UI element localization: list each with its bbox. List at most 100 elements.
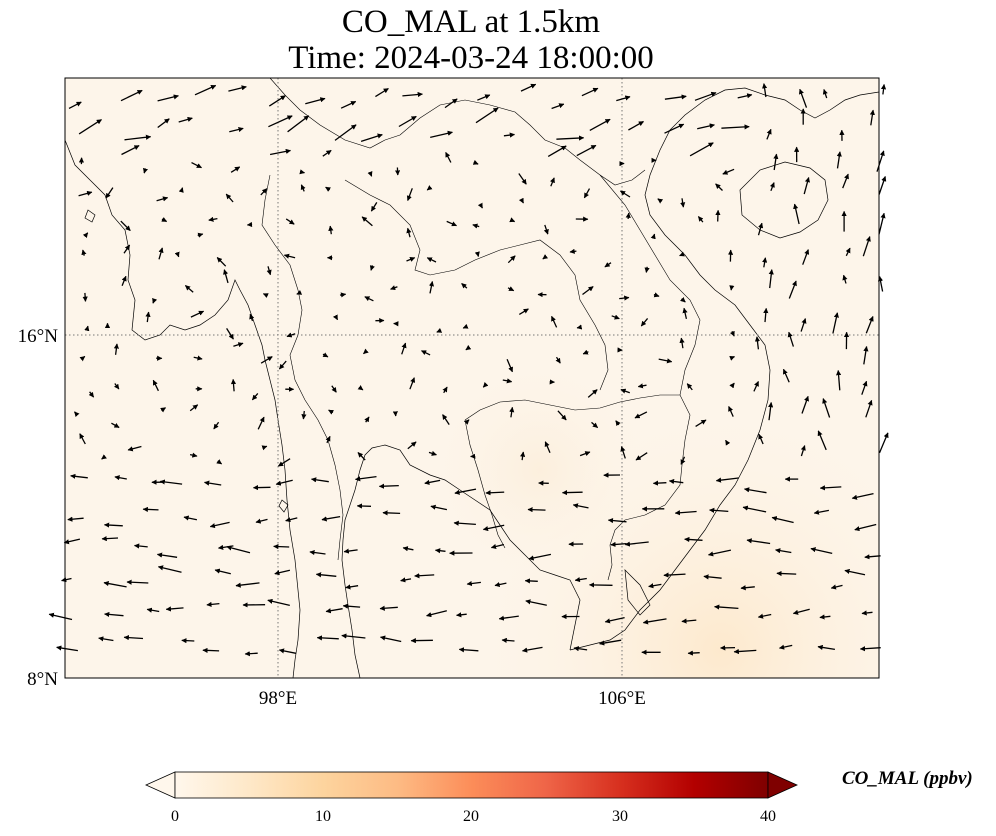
wind-arrow <box>583 188 591 199</box>
wind-arrow <box>260 356 273 364</box>
wind-arrow <box>520 83 537 92</box>
wind-arrow <box>803 176 810 195</box>
wind-arrow <box>498 615 519 621</box>
wind-arrow <box>133 543 148 549</box>
wind-arrow <box>663 572 686 578</box>
wind-arrow <box>604 616 625 624</box>
wind-arrow <box>286 332 296 338</box>
wind-arrow <box>103 580 127 588</box>
wind-arrow <box>98 636 114 642</box>
wind-arrow <box>544 441 551 453</box>
wind-arrow <box>315 572 337 578</box>
wind-arrow <box>328 225 334 235</box>
wind-vectors <box>48 83 889 657</box>
wind-arrow <box>878 432 889 454</box>
wind-arrow <box>599 639 622 646</box>
wind-arrow <box>616 95 631 102</box>
wind-arrow <box>686 383 693 391</box>
wind-arrow <box>679 251 685 257</box>
wind-arrow <box>442 386 448 394</box>
wind-arrow <box>650 233 656 240</box>
wind-arrow <box>310 477 329 483</box>
wind-arrow <box>157 118 170 129</box>
wind-arrow <box>615 420 621 427</box>
wind-arrow <box>576 144 597 157</box>
wind-arrow <box>604 262 612 268</box>
wind-arrow <box>401 342 407 355</box>
wind-arrow <box>694 91 717 101</box>
wind-arrow <box>680 456 686 465</box>
wind-arrow <box>456 612 467 618</box>
wind-arrow <box>684 536 703 543</box>
wind-arrow <box>462 323 469 329</box>
wind-arrow <box>757 613 772 619</box>
wind-arrow <box>79 433 86 445</box>
wind-arrow <box>458 647 479 653</box>
wind-arrow <box>652 480 667 486</box>
wind-arrow <box>82 232 89 239</box>
wind-arrow <box>434 548 446 554</box>
wind-arrow <box>728 406 734 417</box>
wind-arrow <box>322 149 332 157</box>
wind-arrow <box>267 598 290 607</box>
wind-arrow <box>657 198 664 204</box>
wind-arrow <box>813 509 830 515</box>
wind-arrow <box>285 218 295 225</box>
wind-arrow <box>378 483 399 489</box>
wind-arrow <box>475 107 499 124</box>
wind-arrow <box>342 603 361 609</box>
wind-arrow <box>191 162 202 169</box>
wind-arrow <box>758 433 764 445</box>
co-field-central-maximum <box>65 78 879 678</box>
wind-arrow <box>766 128 772 140</box>
wind-arrow <box>105 187 114 199</box>
wind-arrow <box>664 94 687 100</box>
wind-arrow <box>865 399 873 418</box>
wind-arrow <box>729 355 735 361</box>
wind-arrow <box>426 610 447 618</box>
wind-arrow <box>572 503 589 509</box>
wind-arrow <box>778 644 793 650</box>
wind-arrow <box>861 380 868 395</box>
wind-arrow <box>625 212 631 219</box>
wind-arrow <box>156 552 178 558</box>
wind-arrow <box>722 168 735 175</box>
wind-arrow <box>145 311 151 323</box>
wind-arrow <box>877 275 884 292</box>
wind-arrow <box>547 145 567 157</box>
wind-arrow <box>466 580 481 587</box>
wind-arrow <box>382 510 401 516</box>
coastlines <box>64 87 880 679</box>
wind-arrow <box>184 285 194 293</box>
wind-arrow <box>79 355 86 362</box>
wind-arrow <box>768 401 774 421</box>
wind-arrow <box>518 308 529 315</box>
wind-arrow <box>474 251 480 258</box>
wind-arrow <box>793 203 800 225</box>
wind-arrow <box>620 388 631 394</box>
wind-arrow <box>721 124 750 130</box>
wind-arrow <box>707 549 732 557</box>
wind-arrow <box>48 612 73 621</box>
wind-arrow <box>82 292 88 302</box>
wind-arrow <box>152 379 159 392</box>
wind-arrow <box>84 325 90 332</box>
wind-arrow <box>518 197 524 204</box>
wind-arrow <box>802 249 810 265</box>
wind-arrow <box>506 359 513 373</box>
wind-arrow <box>257 416 265 430</box>
wind-arrow <box>262 293 269 298</box>
wind-arrow <box>216 459 223 465</box>
wind-arrow <box>697 123 715 130</box>
wind-arrow <box>640 317 649 327</box>
wind-arrow <box>769 182 775 192</box>
wind-arrow <box>120 220 131 232</box>
wind-arrow <box>68 101 82 109</box>
wind-arrow <box>880 83 887 95</box>
wind-arrow <box>101 536 119 542</box>
wind-arrow <box>819 614 831 620</box>
wind-arrow <box>203 480 222 486</box>
wind-arrow <box>178 116 193 123</box>
wind-arrow <box>556 135 585 141</box>
wind-arrow <box>725 439 731 446</box>
